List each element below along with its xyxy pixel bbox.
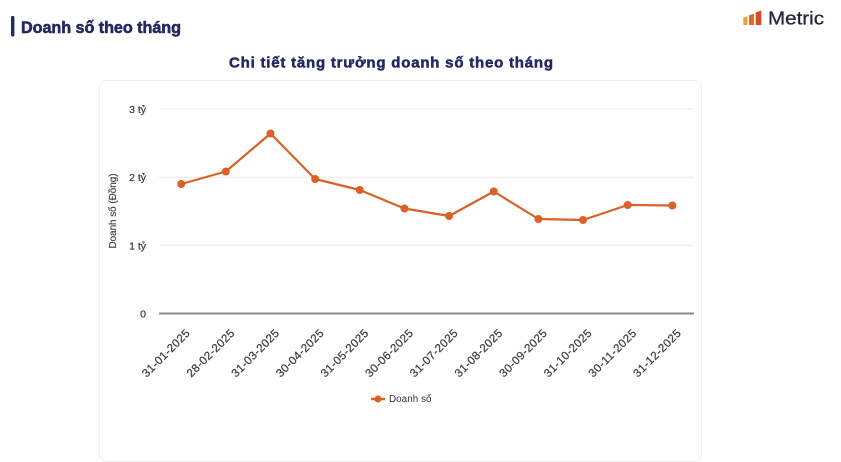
svg-text:2 tỷ: 2 tỷ [129, 172, 147, 184]
svg-text:Metric: Metric [768, 8, 824, 29]
svg-text:Doanh số: Doanh số [389, 394, 432, 405]
svg-text:3 tỷ: 3 tỷ [129, 104, 147, 116]
svg-text:Doanh số (Đồng): Doanh số (Đồng) [107, 174, 119, 249]
svg-text:1 tỷ: 1 tỷ [129, 240, 147, 252]
svg-text:0: 0 [140, 309, 146, 321]
svg-text:Doanh số theo tháng: Doanh số theo tháng [21, 19, 181, 37]
svg-text:31-12-2025: 31-12-2025 [631, 328, 683, 380]
svg-text:Chi tiết tăng trưởng doanh số: Chi tiết tăng trưởng doanh số theo tháng [229, 55, 553, 72]
